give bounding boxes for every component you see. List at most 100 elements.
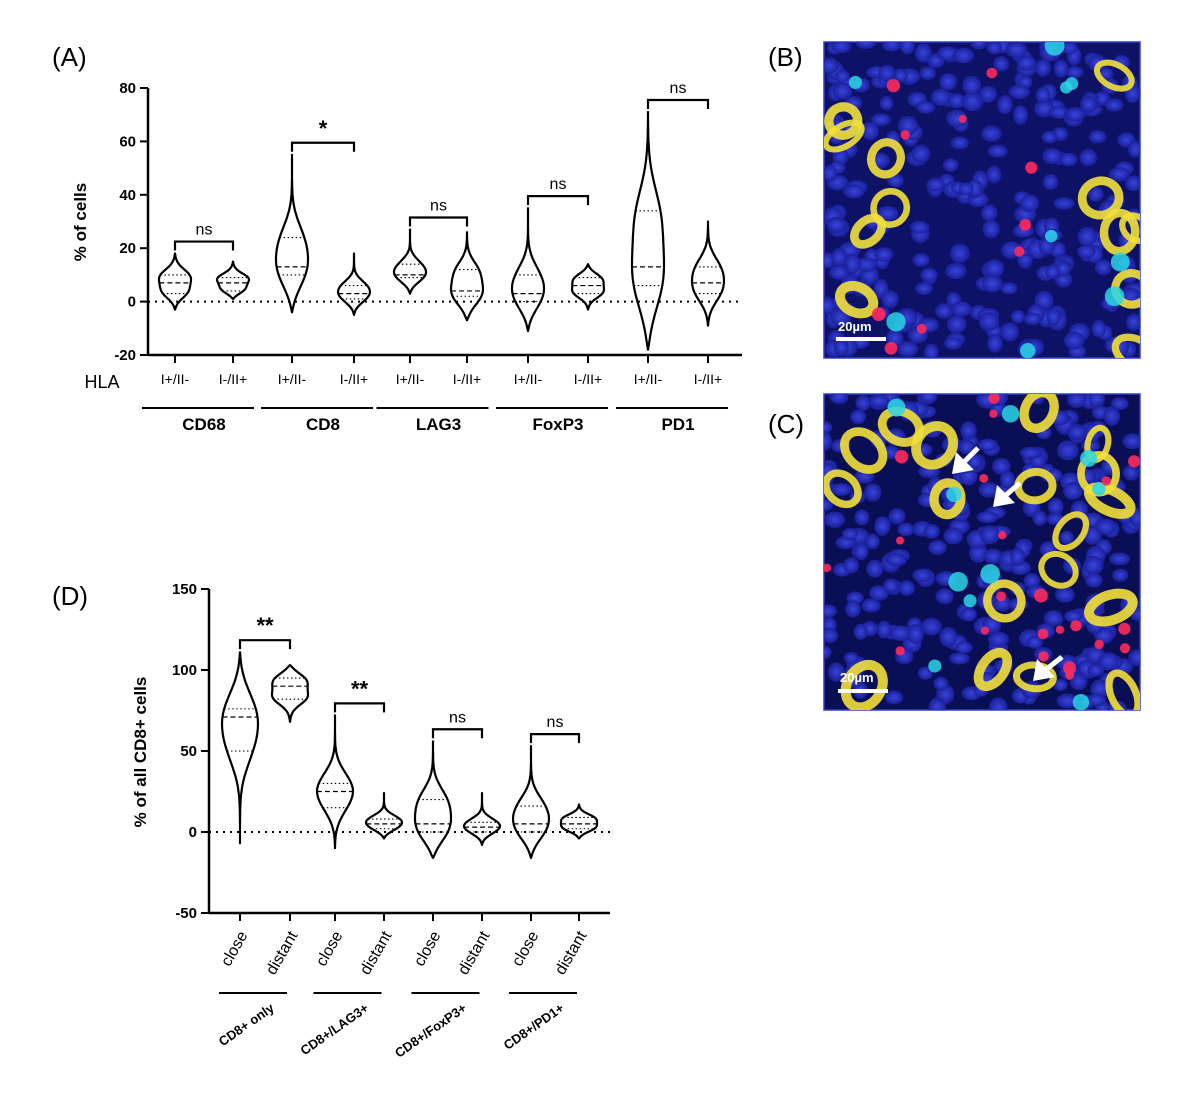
nucleus bbox=[850, 409, 867, 425]
scalebar-c bbox=[838, 689, 888, 693]
nucleus bbox=[962, 75, 982, 95]
nucleus bbox=[827, 662, 845, 682]
cyan-cell bbox=[980, 564, 1000, 584]
nucleus bbox=[950, 136, 969, 150]
chart-d: % of all CD8+ cells -50 0 50 100 150 close dis… bbox=[131, 581, 610, 1061]
x-category-label: I-/II+ bbox=[219, 371, 247, 387]
nucleus bbox=[961, 91, 984, 112]
nucleus bbox=[824, 645, 832, 659]
nucleus bbox=[1056, 693, 1079, 709]
nucleus bbox=[826, 216, 847, 234]
nucleus bbox=[1112, 568, 1129, 582]
nucleus bbox=[986, 42, 1003, 55]
nucleus bbox=[952, 47, 975, 64]
cyan-cell bbox=[1092, 481, 1106, 496]
nucleus bbox=[1064, 610, 1083, 623]
yellow-cell bbox=[973, 647, 1013, 692]
nucleus bbox=[830, 483, 853, 496]
significance-bracket bbox=[238, 639, 292, 650]
nucleus bbox=[824, 421, 833, 434]
nucleus bbox=[911, 144, 931, 164]
nucleus bbox=[1080, 96, 1098, 113]
x-category-label: I-/II+ bbox=[340, 371, 368, 387]
significance-label: ns bbox=[196, 222, 213, 239]
nucleus bbox=[1035, 86, 1051, 104]
nucleus bbox=[853, 623, 868, 640]
nucleus bbox=[984, 259, 1005, 278]
red-cell bbox=[1063, 661, 1077, 675]
violin bbox=[570, 263, 606, 311]
nucleus bbox=[863, 483, 882, 502]
group-label: CD8+/FoxP3+ bbox=[392, 1000, 470, 1061]
nucleus bbox=[909, 220, 930, 234]
nucleus bbox=[1010, 309, 1026, 324]
yellow-cell bbox=[911, 421, 959, 470]
significance-label: ** bbox=[256, 613, 274, 638]
nucleus bbox=[926, 178, 946, 191]
nucleus bbox=[921, 617, 942, 636]
y-tick-label: 150 bbox=[172, 581, 197, 598]
cyan-cell bbox=[848, 75, 862, 90]
cyan-cell bbox=[1110, 252, 1130, 272]
nucleus bbox=[943, 527, 964, 545]
red-cell bbox=[1014, 246, 1025, 257]
nucleus bbox=[986, 165, 1002, 184]
group-label: CD8 bbox=[306, 415, 340, 434]
yellow-cell bbox=[1077, 176, 1124, 220]
x-category-label: close bbox=[313, 928, 346, 969]
cyan-cell bbox=[887, 398, 906, 417]
cyan-cell bbox=[1104, 286, 1125, 307]
nucleus bbox=[919, 66, 936, 80]
nucleus bbox=[920, 268, 938, 282]
red-cell bbox=[1038, 651, 1049, 662]
yellow-cell bbox=[1019, 394, 1059, 433]
nucleus bbox=[855, 257, 878, 272]
nucleus bbox=[933, 676, 949, 691]
nucleus bbox=[1064, 107, 1086, 122]
nucleus bbox=[1053, 59, 1069, 78]
yellow-cell bbox=[824, 102, 863, 140]
arrow-head bbox=[952, 452, 974, 474]
nucleus bbox=[1026, 635, 1043, 649]
yellow-cell bbox=[1105, 669, 1140, 710]
x-category-label: I+/II- bbox=[514, 371, 543, 387]
cyan-cell bbox=[1072, 693, 1090, 710]
nucleus bbox=[1008, 84, 1030, 100]
violin bbox=[462, 792, 502, 847]
nucleus bbox=[1088, 130, 1107, 144]
red-cell bbox=[1055, 625, 1065, 634]
nucleus bbox=[981, 274, 1003, 293]
yellow-cell bbox=[840, 660, 888, 710]
x-category-label: I-/II+ bbox=[574, 371, 602, 387]
red-cell bbox=[916, 323, 927, 334]
nucleus bbox=[1086, 693, 1107, 707]
nucleus bbox=[842, 528, 858, 541]
y-tick-label: 40 bbox=[119, 187, 136, 204]
nucleus bbox=[883, 578, 899, 594]
nucleus bbox=[897, 341, 919, 357]
nucleus bbox=[1043, 610, 1064, 627]
yellow-cell bbox=[1099, 208, 1140, 256]
yellow-cell bbox=[1084, 588, 1138, 627]
nucleus bbox=[960, 421, 977, 440]
micrograph-c: 20µm bbox=[823, 393, 1141, 711]
y-tick-label: 60 bbox=[119, 133, 136, 150]
nucleus bbox=[1103, 406, 1121, 426]
nucleus bbox=[1016, 55, 1037, 71]
violin bbox=[274, 153, 310, 314]
x-category-label: close bbox=[411, 928, 444, 969]
nucleus bbox=[889, 625, 911, 641]
nucleus bbox=[979, 525, 1000, 545]
nucleus bbox=[869, 585, 890, 601]
nucleus bbox=[981, 125, 1002, 142]
nucleus bbox=[833, 338, 849, 357]
red-cell bbox=[895, 646, 905, 656]
nucleus bbox=[976, 511, 999, 524]
nucleus bbox=[924, 343, 939, 358]
group-label: CD8+/LAG3+ bbox=[298, 1000, 372, 1058]
x-category-label: distant bbox=[263, 928, 302, 978]
nucleus bbox=[1047, 497, 1064, 516]
y-tick-label: 20 bbox=[119, 240, 136, 257]
nucleus bbox=[935, 303, 954, 319]
nucleus bbox=[958, 182, 974, 196]
